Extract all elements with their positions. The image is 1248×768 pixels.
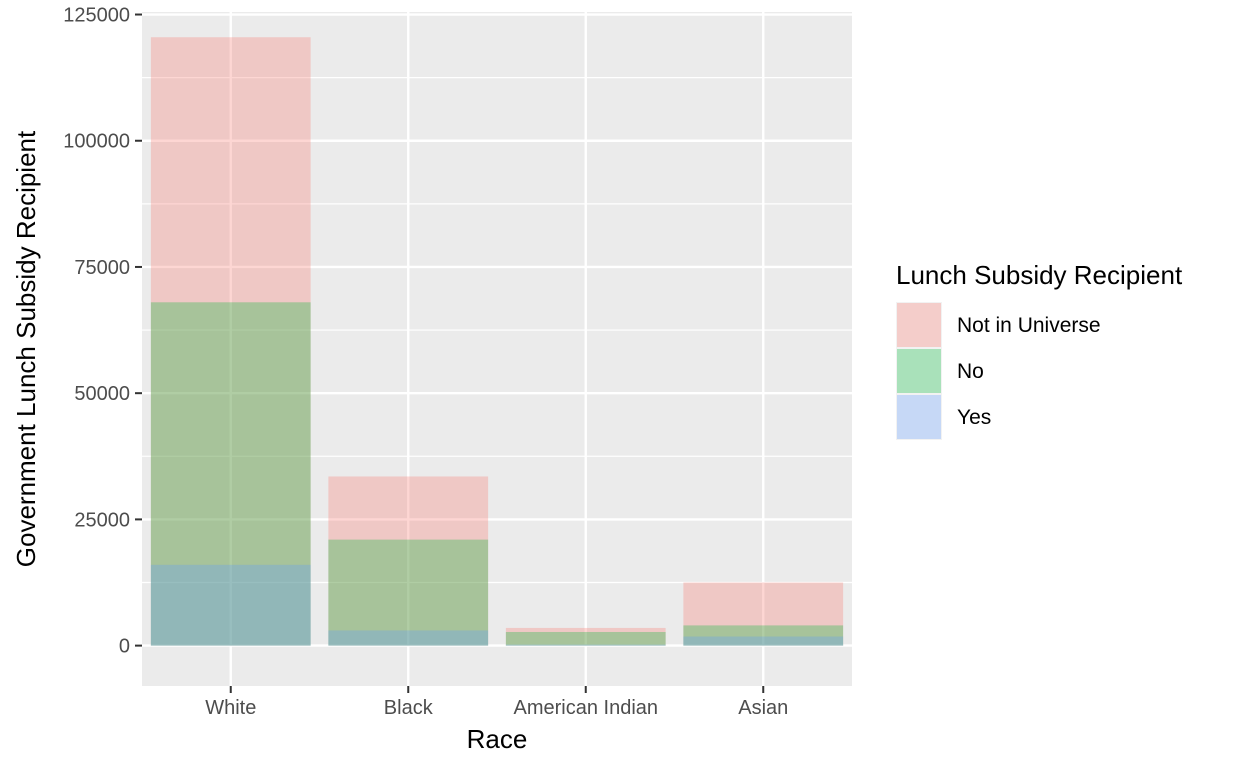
x-axis: White Black American Indian Asian (205, 686, 788, 719)
grid-major (142, 12, 852, 686)
bar (150, 302, 311, 646)
legend-swatch (897, 349, 941, 393)
legend-title: Lunch Subsidy Recipient (896, 260, 1183, 290)
legend: Lunch Subsidy Recipient Not in Universe N… (896, 260, 1183, 440)
y-axis-title: Government Lunch Subsidy Recipient (11, 130, 41, 567)
bar (505, 631, 666, 646)
bar (683, 625, 844, 646)
legend-label: Not in Universe (957, 314, 1101, 337)
bar (683, 582, 844, 646)
y-tick-label: 25000 (74, 509, 130, 531)
plot-panel (142, 12, 852, 686)
bar (328, 630, 489, 646)
legend-label: Yes (957, 406, 991, 429)
legend-label: No (957, 360, 984, 383)
legend-key-background (896, 302, 942, 348)
y-axis: 0 25000 50000 75000 100000 125000 (63, 5, 142, 658)
bar (505, 627, 666, 646)
y-tick-label: 50000 (74, 383, 130, 405)
x-tick-label: Black (384, 697, 434, 719)
bar (150, 37, 311, 646)
y-tick-label: 75000 (74, 257, 130, 279)
legend-key (896, 394, 942, 440)
legend-key (896, 302, 942, 348)
bars (150, 37, 844, 646)
legend-swatch (897, 303, 941, 347)
legend-key (896, 348, 942, 394)
x-tick-label: White (205, 697, 256, 719)
legend-key-background (896, 348, 942, 394)
bar (150, 564, 311, 646)
grid-minor (142, 77, 852, 584)
bar (505, 644, 666, 646)
x-tick-label: American Indian (513, 697, 658, 719)
y-tick-label: 100000 (63, 131, 130, 153)
bar (328, 476, 489, 646)
x-tick-label: Asian (738, 697, 788, 719)
y-tick-label: 0 (119, 636, 130, 658)
legend-swatch (897, 395, 941, 439)
x-axis-title: Race (467, 724, 528, 754)
y-tick-label: 125000 (63, 5, 130, 27)
bar (328, 539, 489, 646)
legend-key-background (896, 394, 942, 440)
bar (683, 636, 844, 646)
